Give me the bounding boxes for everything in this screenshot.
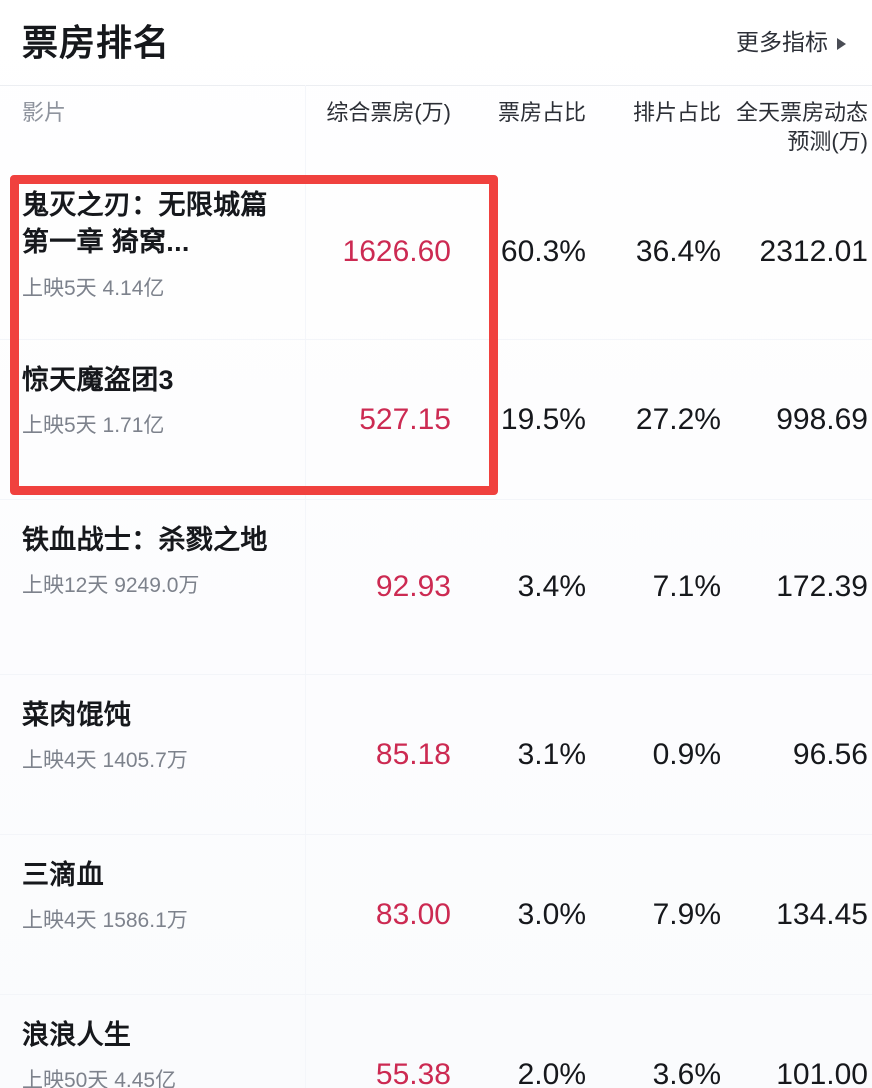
cell-forecast: 134.45 [776, 897, 868, 931]
cell-box-share: 3.4% [517, 570, 586, 603]
cell-screening-share: 7.9% [652, 897, 721, 931]
cell-screening-share: 7.1% [652, 570, 721, 603]
film-cell: 三滴血 上映4天 1586.1万 [0, 835, 305, 994]
film-title: 菜肉馄饨 [22, 700, 132, 730]
column-header-box-share: 票房占比 [497, 100, 586, 125]
cell-gross: 92.93 [375, 570, 451, 603]
film-title: 铁血战士：杀戮之地 [22, 525, 268, 555]
table-row[interactable]: 鬼灭之刃：无限城篇 第一章 猗窝... 上映5天 4.14亿 1626.60 6… [0, 165, 872, 340]
cell-screening-share: 27.2% [635, 402, 721, 436]
cell-gross: 83.00 [375, 897, 451, 931]
more-metrics-button[interactable]: 更多指标 [736, 31, 850, 54]
film-title: 三滴血 [22, 860, 104, 890]
cell-forecast: 998.69 [776, 402, 868, 436]
table-row[interactable]: 菜肉馄饨 上映4天 1405.7万 85.18 3.1% 0.9% 96.56 [0, 675, 872, 835]
more-metrics-label: 更多指标 [736, 29, 828, 55]
page-title: 票房排名 [22, 21, 171, 63]
cell-forecast: 2312.01 [759, 235, 868, 268]
header-divider [0, 85, 872, 86]
cell-forecast: 96.56 [792, 737, 868, 771]
film-subtitle: 上映4天 1405.7万 [22, 749, 188, 773]
film-title: 浪浪人生 [22, 1020, 132, 1050]
column-header-screening-share: 排片占比 [632, 100, 721, 125]
cell-screening-share: 36.4% [635, 235, 721, 268]
cell-gross: 1626.60 [342, 235, 451, 268]
table-column-headers: 影片 综合票房(万) 票房占比 排片占比 全天票房动态预测(万) [0, 85, 872, 165]
table-row[interactable]: 惊天魔盗团3 上映5天 1.71亿 527.15 19.5% 27.2% 998… [0, 340, 872, 500]
cell-gross: 55.38 [375, 1057, 451, 1088]
film-cell: 浪浪人生 上映50天 4.45亿 [0, 995, 305, 1088]
column-header-forecast: 全天票房动态预测(万) [735, 100, 868, 154]
film-cell: 惊天魔盗团3 上映5天 1.71亿 [0, 340, 305, 499]
film-cell: 鬼灭之刃：无限城篇 第一章 猗窝... 上映5天 4.14亿 [0, 165, 305, 339]
film-cell: 菜肉馄饨 上映4天 1405.7万 [0, 675, 305, 834]
cell-box-share: 60.3% [500, 235, 586, 268]
film-title: 鬼灭之刃：无限城篇 第一章 猗窝... [22, 190, 268, 258]
cell-box-share: 2.0% [517, 1057, 586, 1088]
caret-right-icon [837, 37, 846, 50]
cell-box-share: 3.0% [517, 897, 586, 931]
film-subtitle: 上映5天 4.14亿 [22, 276, 165, 300]
table-body: 鬼灭之刃：无限城篇 第一章 猗窝... 上映5天 4.14亿 1626.60 6… [0, 165, 872, 1088]
film-subtitle: 上映50天 4.45亿 [22, 1069, 177, 1088]
column-divider [305, 85, 306, 165]
cell-forecast: 101.00 [776, 1057, 868, 1088]
film-subtitle: 上映4天 1586.1万 [22, 909, 188, 933]
cell-forecast: 172.39 [776, 570, 868, 603]
column-header-gross: 综合票房(万) [326, 100, 451, 125]
film-cell: 铁血战士：杀戮之地 上映12天 9249.0万 [0, 500, 305, 674]
table-row[interactable]: 铁血战士：杀戮之地 上映12天 9249.0万 92.93 3.4% 7.1% … [0, 500, 872, 675]
cell-box-share: 3.1% [517, 737, 586, 771]
table-row[interactable]: 三滴血 上映4天 1586.1万 83.00 3.0% 7.9% 134.45 [0, 835, 872, 995]
cell-screening-share: 0.9% [652, 737, 721, 771]
cell-screening-share: 3.6% [652, 1057, 721, 1088]
film-subtitle: 上映5天 1.71亿 [22, 414, 165, 438]
cell-gross: 527.15 [359, 402, 451, 436]
cell-gross: 85.18 [375, 737, 451, 771]
panel-header: 票房排名 更多指标 [0, 0, 872, 85]
table-row[interactable]: 浪浪人生 上映50天 4.45亿 55.38 2.0% 3.6% 101.00 [0, 995, 872, 1088]
film-title: 惊天魔盗团3 [22, 365, 174, 395]
cell-box-share: 19.5% [500, 402, 586, 436]
column-header-film: 影片 [22, 100, 67, 125]
film-subtitle: 上映12天 9249.0万 [22, 574, 200, 598]
